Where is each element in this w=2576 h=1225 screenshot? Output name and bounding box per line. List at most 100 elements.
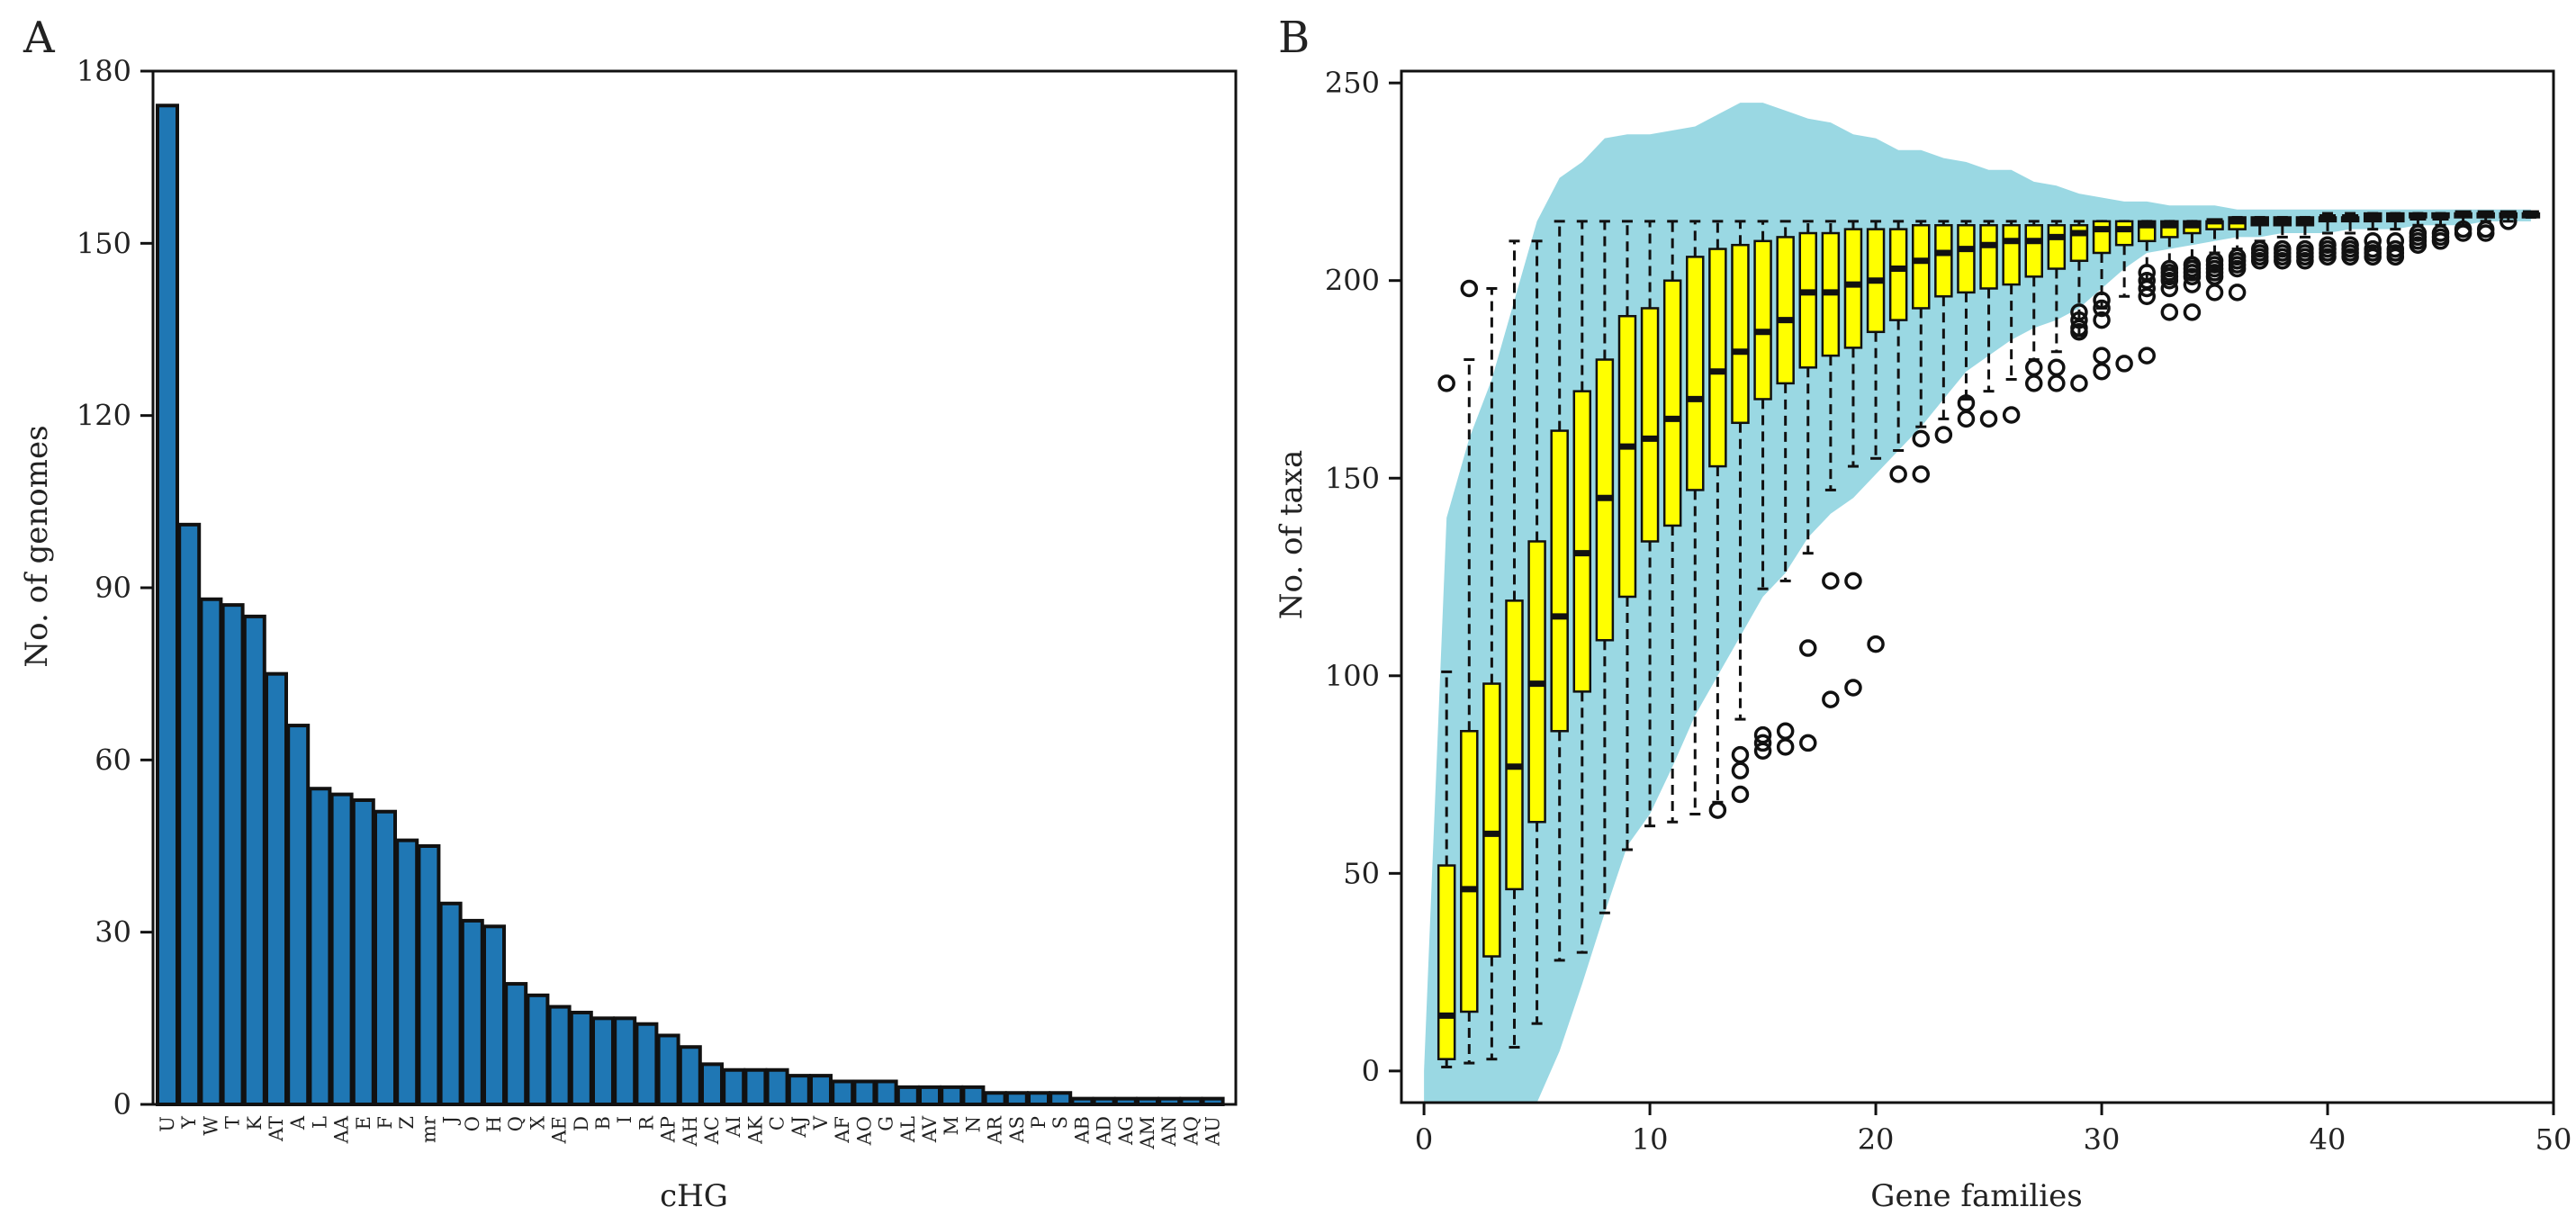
bar-AV: [918, 1085, 941, 1107]
outlier-point: [2205, 284, 2224, 302]
outlier-point: [2160, 303, 2179, 321]
panel-b-frame: [1400, 69, 2555, 1104]
outlier-point: [1889, 465, 1907, 483]
outlier-point: [2138, 347, 2156, 365]
bar-AF: [831, 1079, 855, 1107]
outlier-point: [2024, 358, 2043, 377]
outlier-point: [2296, 239, 2314, 258]
outlier-point: [2431, 224, 2450, 242]
box-21: [1888, 220, 1908, 453]
y-tick-label: 50: [1343, 856, 1380, 890]
box-body: [1482, 682, 1501, 958]
outlier-point: [1731, 745, 1750, 764]
y-tick-label: 250: [1325, 66, 1380, 100]
bar-Z: [395, 838, 419, 1106]
x-tick-label-AA: AA: [331, 1115, 353, 1144]
bar-AA: [329, 792, 354, 1106]
outlier-point: [1912, 429, 1931, 448]
outlier-point: [2250, 239, 2269, 258]
panel-b: B 0 50 100 150 200 250 0 10 20 30 40 50 Gene famil…: [1274, 13, 2571, 1214]
bar-AL: [896, 1085, 920, 1107]
bar-B: [591, 1016, 615, 1107]
bar-AH: [678, 1045, 702, 1106]
panel-a-x-axis-title: cHG: [660, 1178, 728, 1214]
x-tick-label-W: W: [200, 1116, 221, 1136]
x-tick-label-AL: AL: [897, 1116, 919, 1143]
y-tick-label: 100: [1325, 659, 1380, 693]
y-tick-label: 30: [95, 915, 131, 950]
bar-W: [199, 597, 223, 1106]
outlier-point: [1753, 734, 1772, 752]
panel-b-x-axis: 0 10 20 30 40 50: [1415, 1103, 2571, 1157]
box-body: [1640, 307, 1660, 543]
x-tick-label-O: O: [462, 1116, 483, 1131]
bar-M: [940, 1085, 964, 1107]
bar-H: [482, 924, 506, 1107]
outlier-point: [2070, 311, 2088, 329]
outlier-point: [2228, 284, 2247, 302]
outlier-point: [2386, 239, 2405, 258]
box-49: [2521, 210, 2541, 219]
box-body: [1934, 223, 1953, 298]
x-tick-label-X: X: [527, 1116, 548, 1130]
outlier-point: [1957, 410, 1976, 428]
bar-AT: [265, 671, 288, 1107]
panel-a-label: A: [23, 13, 56, 63]
outlier-point: [2024, 374, 2043, 392]
box-body: [1662, 279, 1682, 527]
outlier-point: [2070, 374, 2088, 392]
box-19: [1843, 220, 1863, 468]
x-tick-label-K: K: [244, 1116, 266, 1130]
x-tick-label-N: N: [962, 1116, 984, 1132]
bar-U: [156, 104, 179, 1106]
box-body: [1572, 390, 1592, 693]
x-tick-label-AE: AE: [549, 1116, 571, 1145]
x-tick-label-G: G: [876, 1116, 897, 1131]
x-tick-label-E: E: [353, 1116, 374, 1130]
outlier-point: [2160, 259, 2179, 278]
y-tick-label: 60: [95, 743, 131, 777]
box-31: [2114, 220, 2134, 298]
bar-Y: [177, 522, 202, 1106]
x-tick-label-T: T: [222, 1116, 244, 1129]
outlier-point: [2228, 248, 2247, 266]
bar-S: [1049, 1091, 1073, 1106]
outlier-point: [1776, 738, 1795, 756]
x-tick-label-R: R: [635, 1115, 657, 1130]
bar-AE: [547, 1004, 572, 1106]
box-30: [2092, 220, 2112, 310]
bar-I: [613, 1016, 637, 1107]
x-tick-label-AF: AF: [832, 1116, 853, 1144]
bar-C: [765, 1067, 789, 1106]
box-body: [1505, 599, 1524, 891]
box-23: [1934, 220, 1953, 420]
box-42: [2363, 212, 2382, 231]
bar-L: [308, 787, 332, 1106]
x-tick-label-mr: mr: [418, 1115, 439, 1143]
x-tick-label-P: P: [1028, 1116, 1049, 1129]
box-body: [1437, 864, 1456, 1060]
box-body: [1731, 243, 1750, 425]
box-11: [1662, 220, 1682, 824]
box-body: [2024, 223, 2043, 278]
x-tick-label-L: L: [309, 1116, 330, 1129]
box-33: [2160, 220, 2179, 271]
box-body: [1753, 239, 1772, 401]
box-body: [1550, 429, 1569, 733]
x-tick-label-AN: AN: [1158, 1116, 1180, 1148]
outlier-point: [1822, 690, 1840, 708]
outlier-point: [2183, 256, 2202, 274]
box-body: [1957, 223, 1976, 294]
outlier-point: [2093, 299, 2111, 318]
x-tick-label-F: F: [374, 1116, 396, 1130]
outlier-point: [2093, 347, 2111, 365]
bar-AR: [983, 1091, 1007, 1106]
outlier-point: [2093, 291, 2111, 310]
box-body: [1979, 223, 1998, 290]
box-body: [2047, 223, 2067, 270]
x-tick-label-Q: Q: [505, 1116, 527, 1131]
x-tick-label: 0: [1415, 1122, 1433, 1157]
outlier-point: [2002, 406, 2021, 424]
box-6: [1550, 220, 1569, 962]
